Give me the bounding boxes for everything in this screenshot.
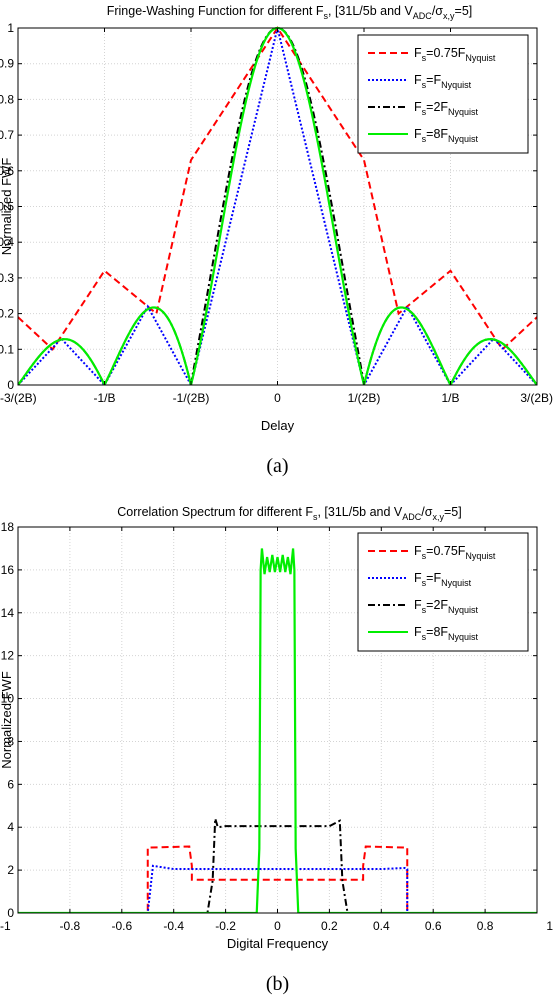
- y-tick-label: 6: [7, 777, 14, 791]
- x-tick-label: 0.4: [373, 919, 390, 933]
- series-line-4: [18, 548, 537, 913]
- y-tick-label: 0.8: [0, 92, 14, 106]
- x-tick-label: -1/(2B): [173, 391, 210, 405]
- x-tick-label: -1: [0, 919, 11, 933]
- x-tick-label: -0.8: [60, 919, 81, 933]
- x-axis-label: Digital Frequency: [227, 936, 329, 951]
- panel-b-correlation-spectrum-chart: -1 -0.8 -0.6 -0.4 -0.2 0 0.2 0.4 0.6 0.8 102468101…: [0, 505, 553, 995]
- x-tick-label: -0.4: [163, 919, 184, 933]
- y-tick-label: 0: [7, 906, 14, 920]
- y-tick-label: 0.9: [0, 57, 14, 71]
- y-tick-label: 0.7: [0, 128, 14, 142]
- x-tick-label: -3/(2B): [0, 391, 37, 405]
- y-tick-label: 8: [7, 734, 14, 748]
- y-tick-label: 0.5: [0, 200, 14, 214]
- y-tick-label: 1: [7, 21, 14, 35]
- y-tick-label: 0.1: [0, 342, 14, 356]
- legend: Fs=0.75FNyquist Fs=FNyquist Fs=2FNyquist Fs…: [357, 532, 529, 652]
- legend-label-4: Fs=8FNyquist: [414, 127, 479, 144]
- legend-label-4: Fs=8FNyquist: [414, 625, 479, 642]
- x-tick-label: 0: [274, 391, 281, 405]
- x-axis-label: Delay: [261, 418, 295, 433]
- figure-caption: (a): [266, 455, 288, 477]
- y-tick-label: 0.2: [0, 307, 14, 321]
- x-tick-label: -0.2: [215, 919, 236, 933]
- series-line-3: [18, 818, 537, 913]
- y-tick-label: 4: [7, 820, 14, 834]
- x-tick-label: 3/(2B): [520, 391, 553, 405]
- y-axis-label: Normalized FWF: [0, 671, 14, 769]
- chart-title: Correlation Spectrum for different Fs, […: [117, 505, 461, 522]
- y-tick-label: 12: [1, 649, 15, 663]
- y-tick-label: 0: [7, 378, 14, 392]
- panel-a-fringe-washing-chart: -3/(2B) -1/B -1/(2B) 0 1/(2B) 1/B 3/(2B) 0 0.1 0.…: [0, 4, 553, 477]
- y-tick-label: 10: [1, 692, 15, 706]
- y-axis-label: Normalized FWF: [0, 158, 14, 256]
- y-tick-label: 14: [1, 606, 15, 620]
- x-tick-label: 0.8: [477, 919, 494, 933]
- legend-label-1: Fs=0.75FNyquist: [414, 46, 496, 63]
- x-tick-label: 1: [546, 919, 553, 933]
- y-tick-label: 16: [1, 563, 15, 577]
- legend-label-1: Fs=0.75FNyquist: [414, 544, 496, 561]
- series-line-2: [18, 864, 537, 913]
- y-tick-label: 18: [1, 520, 15, 534]
- y-tick-label: 2: [7, 863, 14, 877]
- y-tick-label: 0.3: [0, 271, 14, 285]
- figure-caption: (b): [266, 973, 289, 995]
- x-tick-label: -1/B: [93, 391, 115, 405]
- series-line-1: [18, 845, 537, 913]
- legend-label-2: Fs=FNyquist: [414, 571, 472, 588]
- x-tick-label: 0: [274, 919, 281, 933]
- x-tick-label: -0.6: [111, 919, 132, 933]
- legend-label-3: Fs=2FNyquist: [414, 598, 479, 615]
- y-tick-label: 0.4: [0, 235, 14, 249]
- x-tick-label: 1/(2B): [348, 391, 381, 405]
- chart-title: Fringe-Washing Function for different Fs…: [107, 4, 473, 21]
- legend-label-3: Fs=2FNyquist: [414, 100, 479, 117]
- x-tick-label: 0.2: [321, 919, 338, 933]
- x-tick-label: 0.6: [425, 919, 442, 933]
- legend-label-2: Fs=FNyquist: [414, 73, 472, 90]
- y-tick-label: 0.6: [0, 164, 14, 178]
- x-tick-label: 1/B: [441, 391, 459, 405]
- legend: Fs=0.75FNyquist Fs=FNyquist Fs=2FNyquist Fs…: [357, 34, 529, 154]
